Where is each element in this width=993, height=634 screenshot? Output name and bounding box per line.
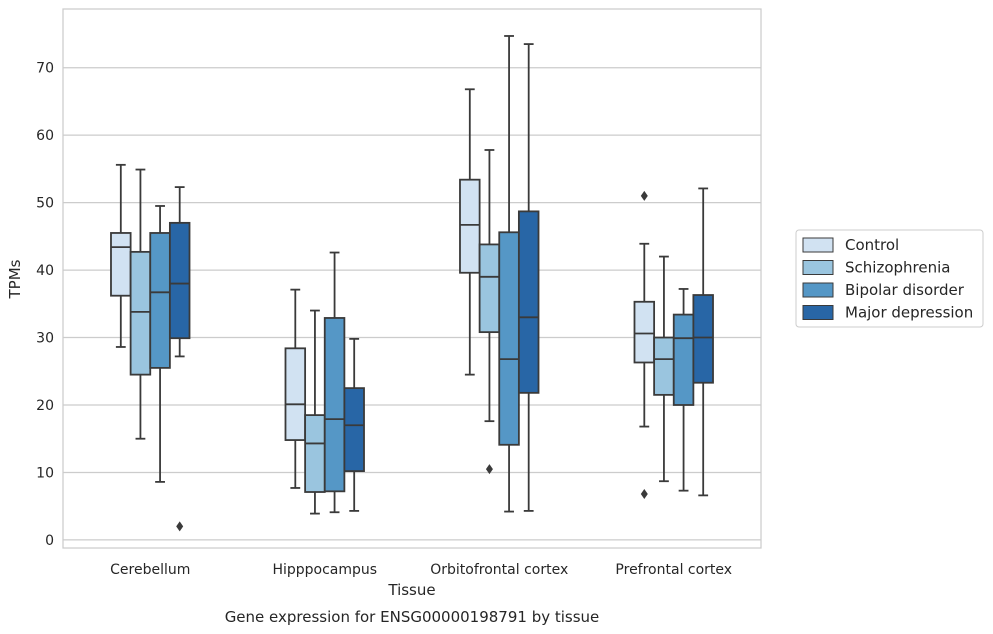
y-tick-label: 50 (36, 196, 54, 212)
box-hipppocampus-control (284, 288, 307, 489)
legend-label: Control (845, 236, 899, 254)
legend-swatch (802, 260, 834, 275)
chart-caption: Gene expression for ENSG00000198791 by t… (225, 608, 600, 626)
y-tick-label: 20 (36, 398, 54, 414)
x-axis-label: Tissue (387, 581, 435, 599)
box-body (284, 347, 307, 441)
outlier-point (640, 190, 648, 201)
legend-swatch (802, 237, 834, 253)
box-body (110, 232, 132, 297)
box-orbitofrontal-cortex-control (459, 88, 481, 376)
box-hipppocampus-schizophrenia (304, 309, 326, 515)
legend-frame (795, 229, 984, 328)
y-tick-labels: 0 10 20 30 40 50 60 70 (36, 61, 54, 549)
x-tick-label: Orbitofrontal cortex (430, 562, 568, 578)
box-body (168, 221, 191, 340)
box-body (672, 313, 695, 406)
box-body (633, 300, 656, 364)
legend-label: Bipolar disorder (845, 281, 965, 299)
legend: Control Schizophrenia Bipolar disorder Majo… (795, 229, 984, 328)
box-body (343, 387, 365, 472)
box-body (692, 294, 714, 384)
box-hipppocampus-major-depression (343, 337, 365, 512)
legend-swatch (802, 282, 834, 298)
legend-label: Major depression (845, 304, 973, 322)
box-prefrontal-cortex-major-depression (692, 187, 714, 497)
box-body (478, 243, 501, 334)
outlier-point (176, 521, 184, 532)
box-prefrontal-cortex-control (633, 190, 656, 500)
y-tick-label: 60 (36, 128, 54, 144)
legend-swatch (802, 305, 834, 320)
box-body (653, 336, 675, 396)
y-axis-label: TPMs (6, 259, 24, 299)
y-tick-label: 70 (36, 61, 54, 77)
box-body (149, 232, 171, 369)
box-cerebellum-major-depression (168, 186, 191, 532)
y-tick-label: 10 (36, 465, 54, 481)
box-body (459, 178, 481, 274)
legend-label: Schizophrenia (845, 259, 950, 277)
box-orbitofrontal-cortex-major-depression (517, 43, 540, 512)
y-tick-label: 0 (45, 533, 54, 549)
x-tick-label: Hipppocampus (272, 562, 377, 578)
y-tick-label: 40 (36, 263, 54, 279)
plot-frame (62, 8, 762, 549)
outlier-point (640, 489, 648, 500)
x-tick-labels: Cerebellum Hipppocampus Orbitofrontal cort… (110, 562, 732, 578)
box-body (129, 250, 152, 376)
box-cerebellum-schizophrenia (129, 168, 152, 440)
box-prefrontal-cortex-bipolar-disorder (672, 288, 695, 492)
box-body (498, 231, 520, 446)
box-groups (110, 35, 714, 532)
box-cerebellum-control (110, 163, 132, 348)
box-body (517, 210, 540, 394)
y-tick-label: 30 (36, 331, 54, 347)
box-body (304, 414, 326, 493)
x-tick-label: Cerebellum (110, 562, 190, 578)
outlier-point (485, 464, 493, 475)
x-tick-label: Prefrontal cortex (615, 562, 732, 578)
box-body (323, 317, 346, 493)
box-cerebellum-bipolar-disorder (149, 205, 171, 483)
box-prefrontal-cortex-schizophrenia (653, 255, 675, 483)
